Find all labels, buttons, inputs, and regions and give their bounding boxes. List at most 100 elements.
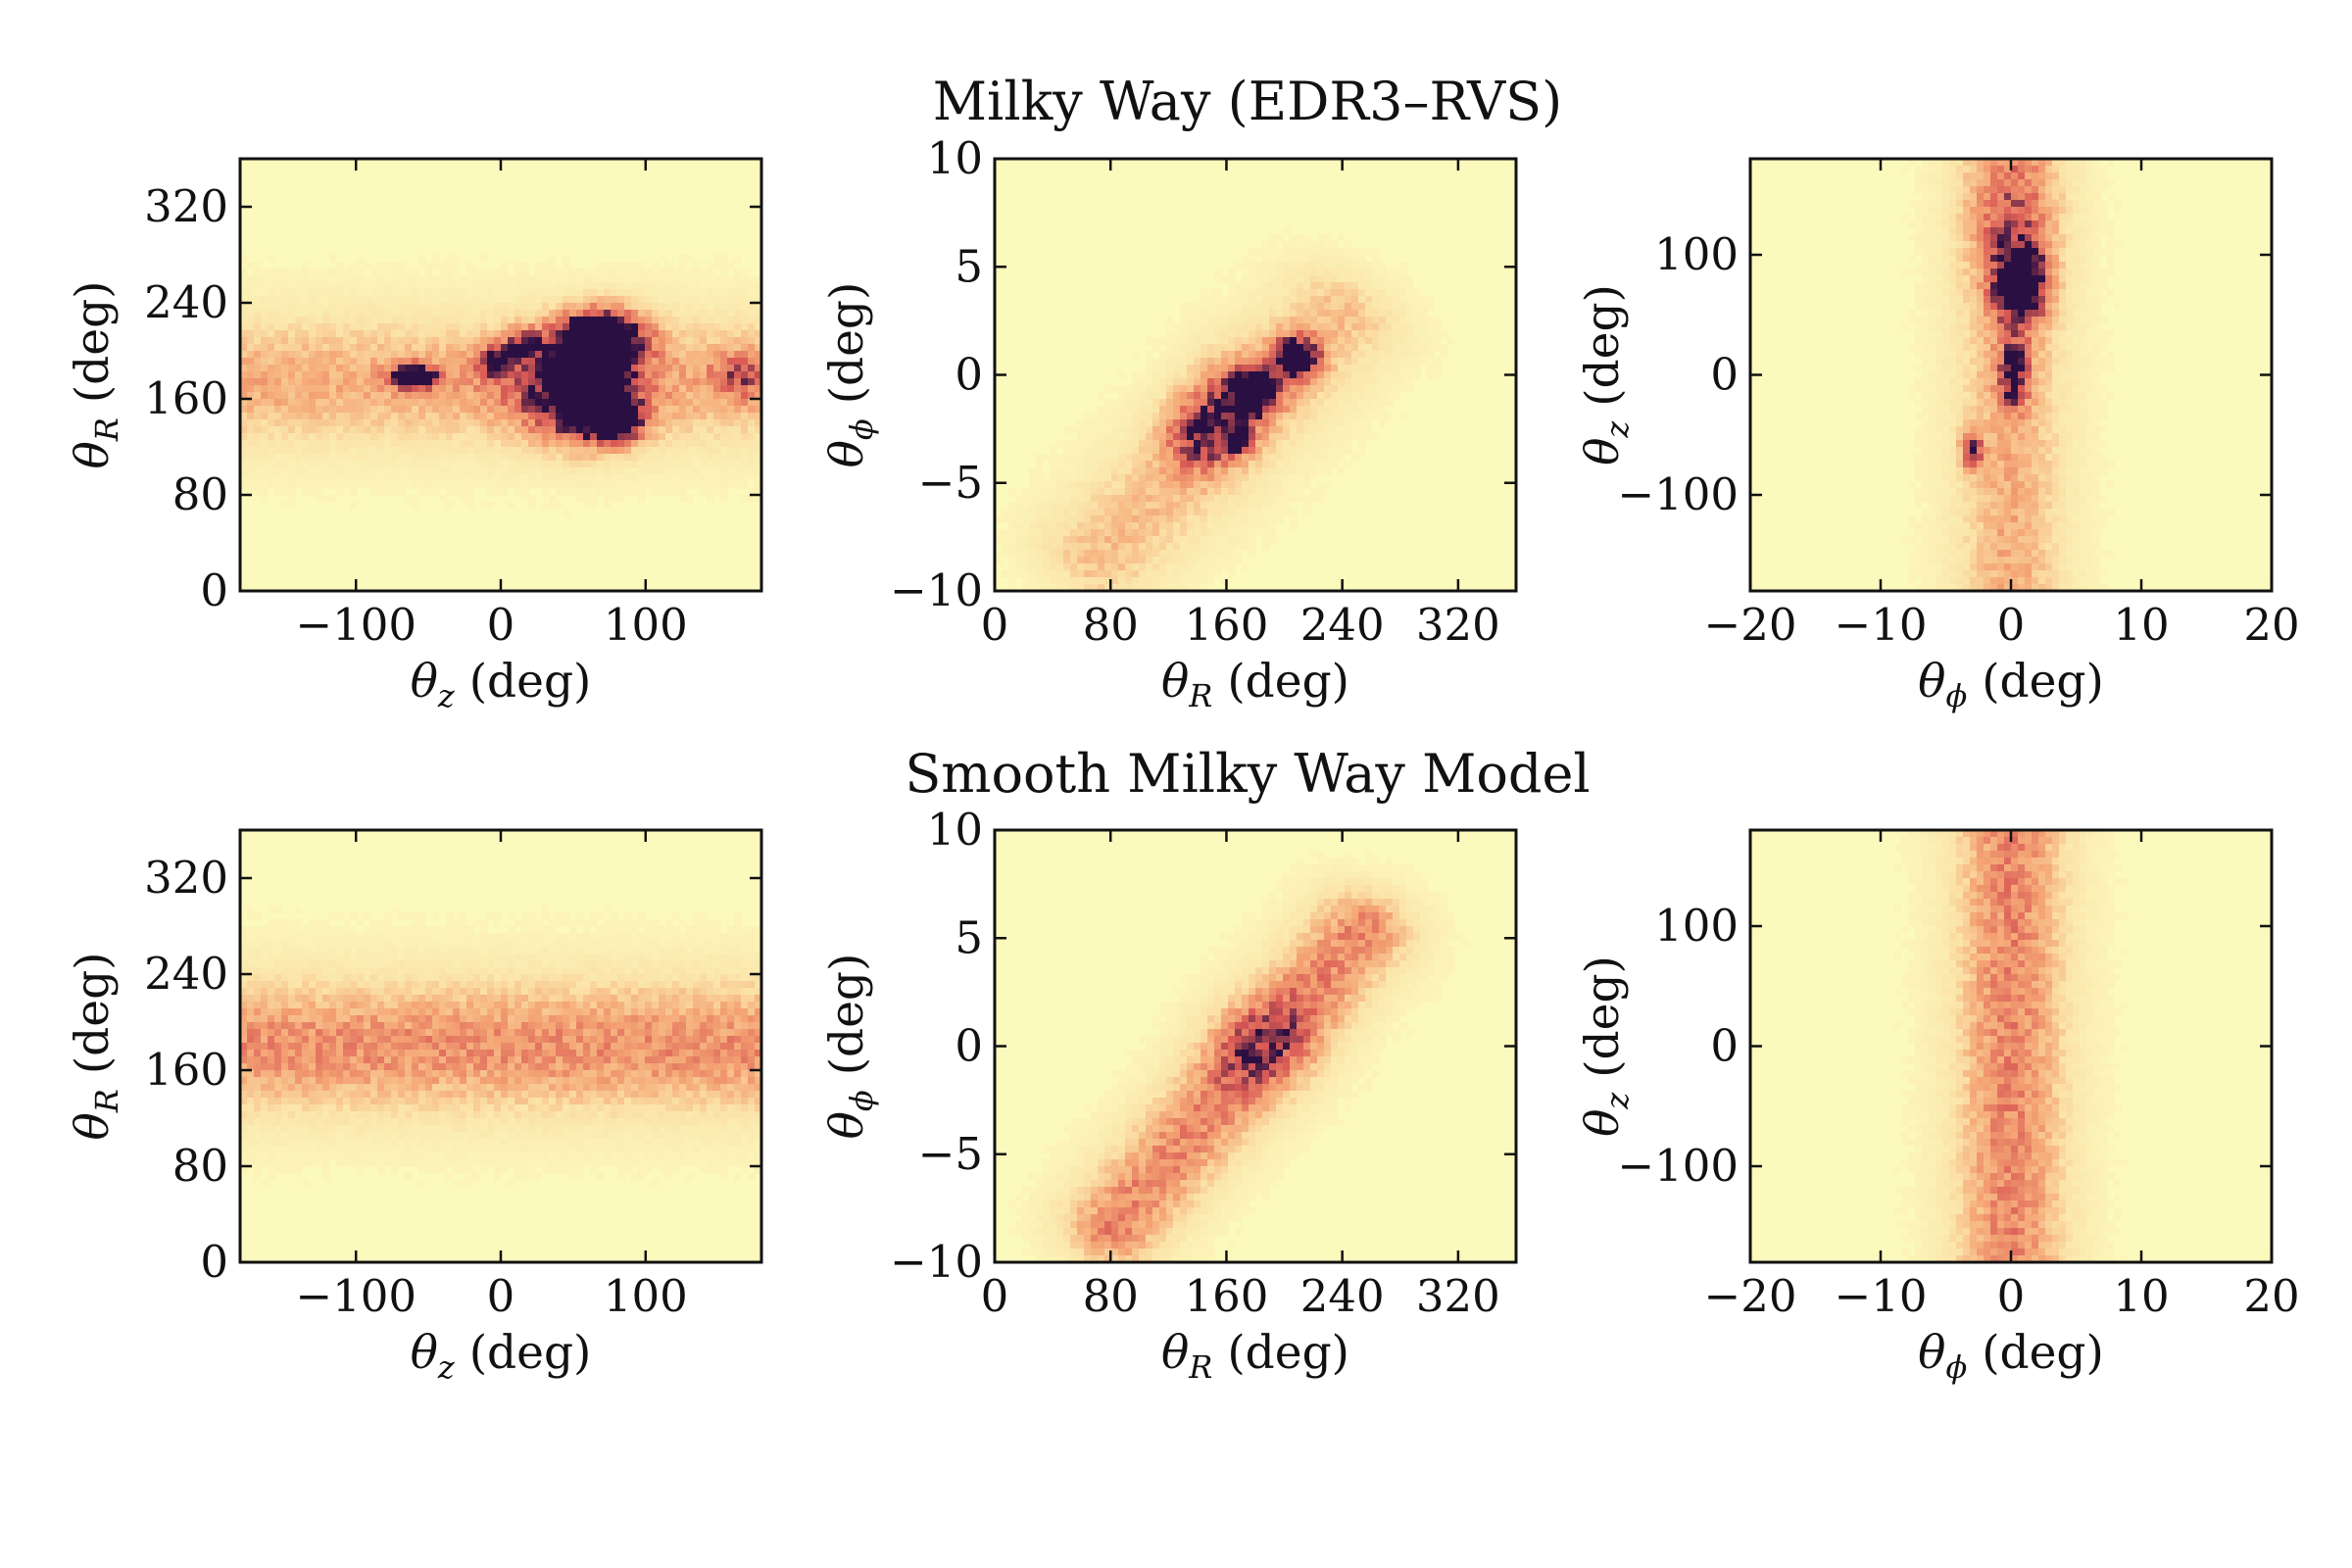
heatmap-cell — [1929, 413, 1936, 420]
heatmap-cell — [1379, 282, 1387, 290]
heatmap-cell — [240, 317, 248, 324]
heatmap-cell — [1187, 413, 1195, 420]
heatmap-cell — [1166, 461, 1174, 468]
heatmap-cell — [521, 474, 529, 482]
heatmap-cell — [1214, 550, 1222, 558]
heatmap-cell — [460, 365, 467, 372]
heatmap-cell — [1310, 262, 1318, 270]
heatmap-cell — [617, 371, 625, 379]
heatmap-cell — [1406, 358, 1414, 366]
heatmap-cell — [1345, 433, 1352, 441]
heatmap-cell — [1345, 282, 1352, 290]
heatmap-cell — [1104, 399, 1112, 407]
heatmap-cell — [508, 330, 515, 338]
heatmap-cell — [713, 282, 721, 290]
heatmap-cell — [1290, 406, 1298, 414]
heatmap-cell — [391, 440, 399, 448]
heatmap-cell — [1159, 564, 1167, 571]
heatmap-cell — [645, 317, 653, 324]
heatmap-cell — [1029, 584, 1037, 592]
heatmap-cell — [377, 406, 385, 414]
heatmap-cell — [597, 330, 605, 338]
heatmap-cell — [1228, 323, 1236, 331]
heatmap-cell — [1942, 172, 1950, 180]
heatmap-cell — [549, 317, 557, 324]
heatmap-cell — [494, 269, 502, 276]
heatmap-cell — [604, 419, 612, 427]
heatmap-cell — [1221, 433, 1229, 441]
heatmap-cell — [590, 351, 598, 359]
heatmap-cell — [1365, 303, 1373, 311]
heatmap-cell — [322, 330, 330, 338]
heatmap-cell — [350, 385, 358, 393]
heatmap-cell — [1242, 317, 1250, 324]
heatmap-cell — [1125, 570, 1133, 578]
heatmap-cell — [398, 399, 406, 407]
heatmap-cell — [1379, 385, 1387, 393]
heatmap-cell — [1936, 303, 1943, 311]
heatmap-cell — [336, 440, 344, 448]
heatmap-cell — [439, 426, 447, 434]
heatmap-cell — [1297, 351, 1304, 359]
heatmap-cell — [569, 488, 577, 496]
heatmap-cell — [755, 275, 762, 283]
heatmap-cell — [1269, 248, 1277, 256]
heatmap-cell — [480, 337, 488, 345]
heatmap-cell — [1228, 461, 1236, 468]
heatmap-cell — [1194, 426, 1201, 434]
heatmap-cell — [693, 358, 701, 366]
heatmap-cell — [1942, 447, 1950, 455]
heatmap-cell — [1214, 509, 1222, 516]
heatmap-cell — [617, 406, 625, 414]
heatmap-cell — [1214, 433, 1222, 441]
heatmap-cell — [1949, 186, 1957, 194]
heatmap-cell — [755, 413, 762, 420]
heatmap-cell — [268, 378, 275, 386]
heatmap-cell — [514, 481, 522, 489]
heatmap-cell — [1276, 461, 1284, 468]
heatmap-cell — [693, 413, 701, 420]
heatmap-cell — [1351, 365, 1359, 372]
heatmap-cell — [611, 406, 618, 414]
heatmap-cell — [1365, 419, 1373, 427]
heatmap-cell — [672, 378, 680, 386]
heatmap-cell — [542, 365, 550, 372]
heatmap-cell — [727, 419, 735, 427]
heatmap-cell — [1180, 481, 1188, 489]
heatmap-cell — [1936, 330, 1943, 338]
heatmap-cell — [631, 365, 639, 372]
heatmap-cell — [1290, 461, 1298, 468]
heatmap-cell — [1036, 522, 1044, 530]
heatmap-cell — [1406, 296, 1414, 304]
heatmap-cell — [1269, 269, 1277, 276]
heatmap-cell — [1050, 522, 1057, 530]
heatmap-cell — [412, 269, 419, 276]
heatmap-cell — [1358, 344, 1366, 352]
heatmap-cell — [329, 406, 337, 414]
heatmap-cell — [384, 289, 392, 297]
heatmap-cell — [480, 440, 488, 448]
heatmap-cell — [1283, 241, 1291, 249]
heatmap-cell — [686, 289, 694, 297]
heatmap-cell — [576, 392, 584, 400]
heatmap-cell — [631, 385, 639, 393]
heatmap-cell — [1118, 392, 1126, 400]
heatmap-cell — [302, 461, 310, 468]
heatmap-cell — [679, 474, 687, 482]
heatmap-cell — [1029, 467, 1037, 475]
heatmap-cell — [727, 461, 735, 468]
heatmap-cell — [1929, 166, 1936, 173]
heatmap-cell — [405, 282, 413, 290]
heatmap-cell — [405, 474, 413, 482]
heatmap-cell — [1194, 515, 1201, 523]
heatmap-cell — [1297, 406, 1304, 414]
heatmap-cell — [487, 461, 495, 468]
heatmap-cell — [1929, 365, 1936, 372]
heatmap-cell — [707, 440, 714, 448]
heatmap-cell — [1166, 577, 1174, 585]
heatmap-cell — [1922, 522, 1930, 530]
heatmap-cell — [1221, 378, 1229, 386]
heatmap-cell — [1166, 488, 1174, 496]
heatmap-cell — [1915, 461, 1923, 468]
heatmap-cell — [405, 495, 413, 503]
